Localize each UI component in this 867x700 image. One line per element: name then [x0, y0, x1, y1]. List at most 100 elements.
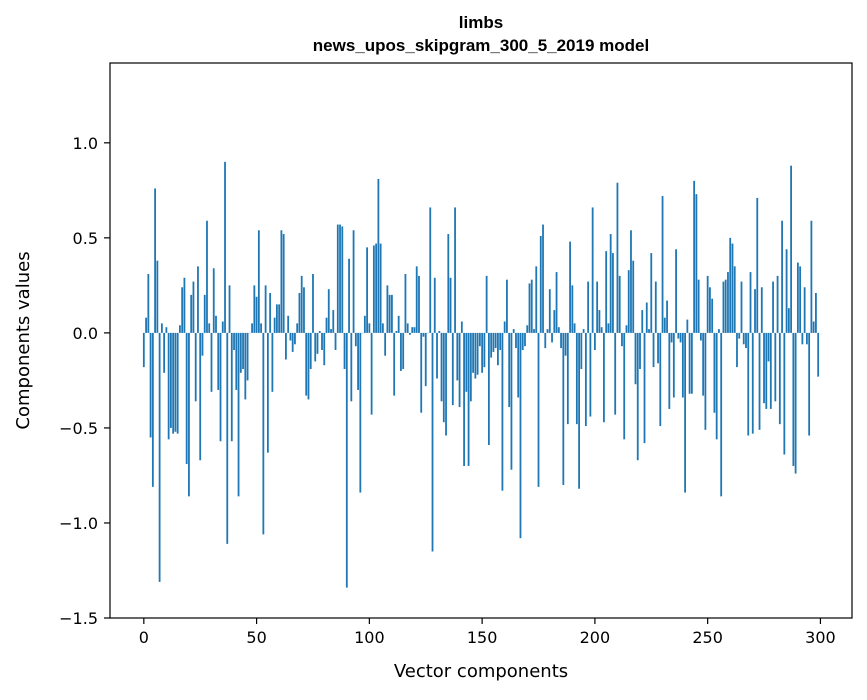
- bar-288: [792, 333, 794, 466]
- bar-114: [400, 333, 402, 371]
- bar-228: [657, 333, 659, 363]
- bar-221: [641, 310, 643, 333]
- bar-246: [698, 280, 700, 333]
- bar-230: [662, 196, 664, 333]
- bar-159: [502, 333, 504, 491]
- bar-59: [276, 304, 278, 333]
- bars-series: [143, 162, 819, 588]
- bar-249: [705, 333, 707, 430]
- x-tick-label: 250: [692, 628, 723, 647]
- bar-4: [152, 333, 154, 487]
- bar-189: [569, 242, 571, 333]
- bar-23: [195, 333, 197, 401]
- bar-240: [684, 333, 686, 493]
- bar-34: [220, 333, 222, 441]
- bar-270: [752, 333, 754, 434]
- bar-191: [574, 323, 576, 333]
- bar-205: [605, 251, 607, 333]
- bar-263: [736, 333, 738, 367]
- bar-38: [229, 285, 231, 333]
- bar-88: [341, 226, 343, 332]
- bar-211: [619, 276, 621, 333]
- bar-94: [355, 333, 357, 346]
- bar-28: [206, 221, 208, 333]
- bar-140: [459, 333, 461, 407]
- bar-275: [763, 333, 765, 403]
- bar-93: [353, 230, 355, 333]
- bar-133: [443, 333, 445, 422]
- bar-106: [382, 323, 384, 333]
- bar-13: [172, 333, 174, 434]
- bar-130: [436, 333, 438, 379]
- bar-68: [296, 323, 298, 333]
- bar-105: [380, 244, 382, 333]
- bar-144: [468, 333, 470, 466]
- bar-146: [472, 333, 474, 373]
- bar-215: [628, 270, 630, 333]
- bar-75: [312, 274, 314, 333]
- bar-155: [493, 333, 495, 352]
- bar-98: [364, 316, 366, 333]
- bar-298: [815, 293, 817, 333]
- bar-281: [777, 276, 779, 333]
- bar-247: [700, 333, 702, 341]
- bar-7: [159, 333, 161, 582]
- bar-284: [783, 333, 785, 455]
- bar-181: [551, 333, 553, 343]
- bar-35: [222, 321, 224, 332]
- bar-282: [779, 333, 781, 424]
- bar-153: [488, 333, 490, 445]
- bar-45: [244, 333, 246, 400]
- bar-147: [474, 333, 476, 379]
- bar-64: [287, 316, 289, 333]
- bar-137: [452, 333, 454, 405]
- bar-15: [177, 333, 179, 434]
- bar-56: [269, 293, 271, 333]
- bar-134: [445, 333, 447, 436]
- bar-102: [373, 245, 375, 332]
- bar-193: [578, 333, 580, 489]
- bar-293: [804, 287, 806, 333]
- bar-188: [567, 333, 569, 424]
- bar-90: [346, 333, 348, 588]
- bar-213: [623, 333, 625, 439]
- bar-84: [332, 310, 334, 333]
- bar-79: [321, 333, 323, 350]
- bar-67: [294, 333, 296, 344]
- bar-198: [589, 333, 591, 417]
- bar-254: [716, 333, 718, 439]
- bar-6: [156, 261, 158, 333]
- bar-95: [357, 333, 359, 390]
- bar-242: [689, 333, 691, 394]
- bar-44: [242, 333, 244, 369]
- bar-170: [526, 325, 528, 333]
- y-tick-label: 0.0: [73, 324, 98, 343]
- bar-107: [384, 333, 386, 356]
- bar-258: [725, 280, 727, 333]
- bar-118: [409, 333, 411, 335]
- bar-108: [387, 285, 389, 333]
- bar-32: [215, 316, 217, 333]
- bar-214: [626, 325, 628, 333]
- bar-112: [396, 331, 398, 333]
- bar-161: [506, 280, 508, 333]
- bar-262: [734, 266, 736, 333]
- bar-138: [454, 207, 456, 332]
- bar-53: [262, 333, 264, 534]
- y-axis-label: Components values: [13, 251, 34, 429]
- bar-57: [271, 333, 273, 392]
- y-tick-label: 0.5: [73, 229, 98, 248]
- y-axis-ticks: −1.5−1.0−0.50.00.51.0: [59, 134, 110, 628]
- x-axis-label: Vector components: [394, 661, 568, 682]
- bar-42: [238, 333, 240, 496]
- bar-74: [310, 333, 312, 369]
- bar-89: [344, 333, 346, 369]
- bar-80: [323, 333, 325, 365]
- bar-63: [285, 333, 287, 360]
- bar-287: [790, 166, 792, 333]
- bar-125: [425, 333, 427, 386]
- bar-99: [366, 247, 368, 333]
- bar-103: [375, 244, 377, 333]
